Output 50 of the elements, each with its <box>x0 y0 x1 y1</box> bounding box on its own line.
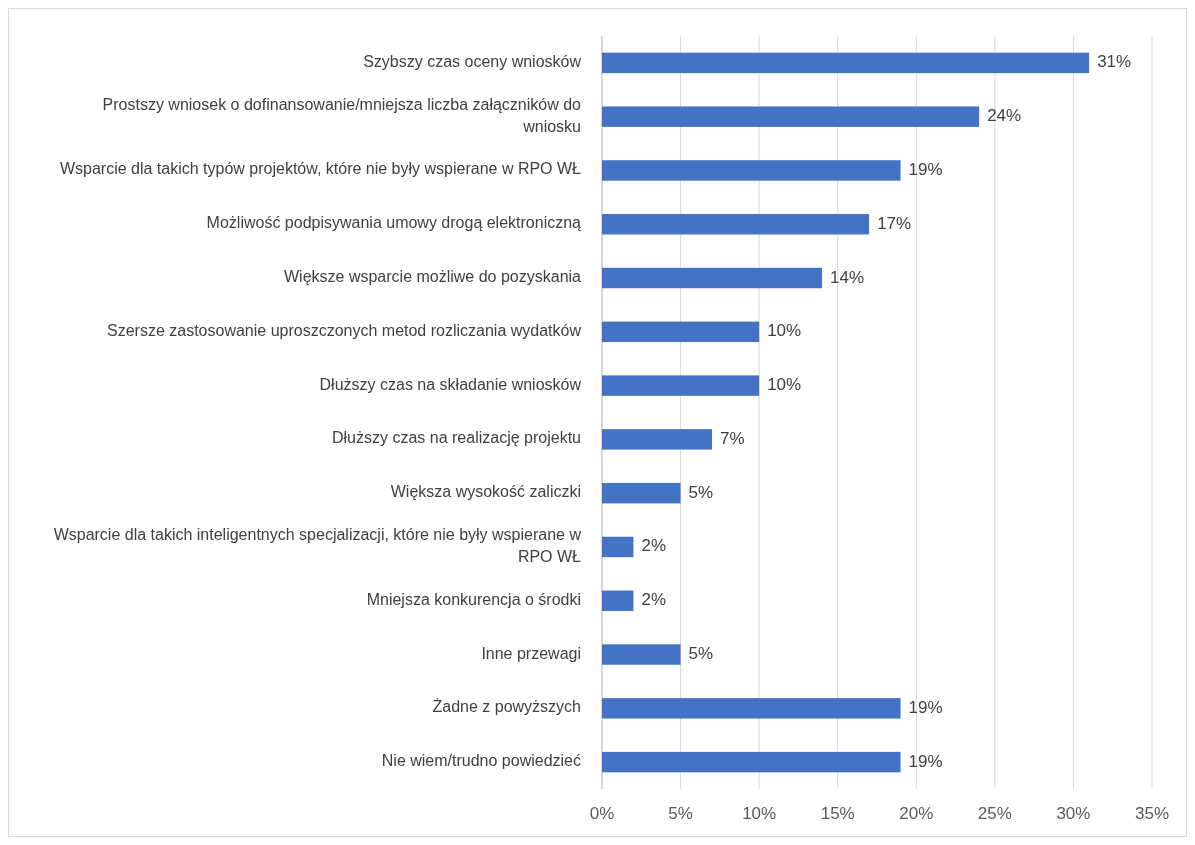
bar <box>602 106 980 127</box>
y-tick-label: Prostszy wniosek o dofinansowanie/mniejsza liczba załączników do wniosku <box>102 95 582 135</box>
data-label: 10% <box>767 375 802 395</box>
data-label: 19% <box>908 751 943 771</box>
x-tick-label: 20% <box>899 804 934 823</box>
bar <box>602 536 634 558</box>
y-tick-label: Nie wiem/trudno powiedzieć <box>381 752 581 770</box>
y-tick-label: Dłuższy czas na realizację projektu <box>332 429 581 447</box>
bar <box>602 160 901 181</box>
y-tick-label: Żadne z powyższych <box>432 697 581 716</box>
bar <box>602 482 681 504</box>
x-tick-label: 15% <box>820 804 855 823</box>
data-label: 19% <box>908 159 943 179</box>
data-label: 17% <box>877 213 912 233</box>
y-tick-label: Wsparcie dla takich typów projektów, które nie były wspierane w RPO WŁ <box>59 160 582 178</box>
bar <box>602 698 901 719</box>
data-label: 24% <box>987 106 1022 126</box>
x-tick-label: 10% <box>742 804 777 823</box>
data-label: 2% <box>641 536 667 556</box>
bar <box>602 267 822 289</box>
y-tick-label: Wsparcie dla takich inteligentnych specjalizacji, które nie były wspierane w RPO WŁ <box>53 526 582 566</box>
y-tick-label: Szybszy czas oceny wniosków <box>363 53 582 71</box>
y-tick-label: Większa wysokość zaliczki <box>390 483 581 501</box>
y-tick-label: Mniejsza konkurencja o środki <box>366 590 581 608</box>
x-tick-label: 0% <box>589 804 615 823</box>
y-tick-label: Możliwość podpisywania umowy drogą elektroniczną <box>206 214 582 232</box>
x-tick-label: 5% <box>668 804 693 823</box>
data-label: 19% <box>908 697 943 717</box>
bar <box>602 751 901 773</box>
y-tick-label: Szersze zastosowanie uproszczonych metod rozliczania wydatków <box>107 322 582 340</box>
bar <box>602 644 681 665</box>
data-label: 2% <box>641 590 667 610</box>
x-tick-label: 30% <box>1056 804 1091 823</box>
data-label: 7% <box>720 428 745 448</box>
data-label: 14% <box>830 267 865 287</box>
data-label: 31% <box>1097 52 1132 72</box>
bar <box>602 52 1090 74</box>
x-tick-label: 35% <box>1134 804 1170 823</box>
bar <box>602 214 870 235</box>
bar <box>602 321 760 343</box>
data-label: 5% <box>688 644 714 664</box>
bar <box>602 429 712 450</box>
y-tick-label: Inne przewagi <box>481 644 581 662</box>
data-label: 10% <box>767 321 802 341</box>
bar <box>602 375 760 396</box>
data-label: 5% <box>688 482 714 502</box>
y-tick-label: Większe wsparcie możliwe do pozyskania <box>284 268 582 286</box>
x-tick-label: 25% <box>977 804 1012 823</box>
y-tick-label: Dłuższy czas na składanie wniosków <box>319 375 582 393</box>
bar <box>602 590 634 611</box>
